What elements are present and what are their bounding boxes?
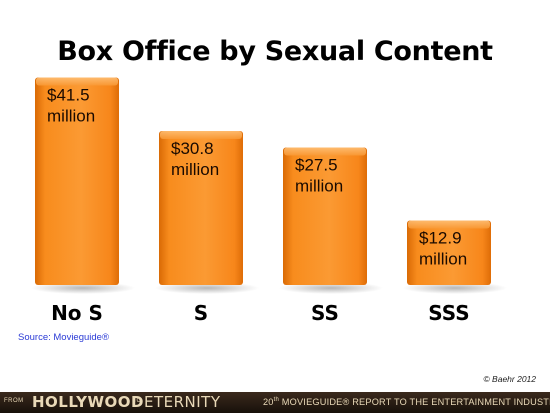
bar-3 <box>278 147 384 294</box>
bar-value-label: $12.9 million <box>419 229 467 269</box>
copyright-note: © Baehr 2012 <box>483 374 536 384</box>
footer-eternity: ETERNITY <box>144 393 221 411</box>
footer-to: TO <box>133 398 142 404</box>
bar-front <box>283 147 367 285</box>
category-label: SS <box>311 301 339 325</box>
footer-hollywood: HOLLYWOOD <box>32 393 144 411</box>
footer-report-text: MOVIEGUIDE® REPORT TO THE ENTERTAINMENT … <box>279 397 550 408</box>
bar-2 <box>154 131 260 294</box>
chart-title: Box Office by Sexual Content <box>57 36 493 67</box>
footer-report-ordinal: th <box>273 397 280 403</box>
category-label: SSS <box>428 301 469 325</box>
footer-from: FROM <box>4 398 24 404</box>
bar-top <box>36 77 118 86</box>
category-label: No S <box>51 301 103 325</box>
bar-front <box>35 77 119 285</box>
bar-value-label: $30.8 million <box>171 139 219 179</box>
bar-1 <box>30 77 136 294</box>
bar-front <box>159 131 243 285</box>
bar-value-label: $41.5 million <box>47 86 95 126</box>
footer-banner: FROM HOLLYWOOD TO ETERNITY 20th MOVIEGUI… <box>0 392 550 413</box>
bar-top <box>160 131 242 139</box>
bar-front <box>407 220 491 285</box>
bar-top <box>284 147 366 156</box>
bar-top <box>408 220 490 229</box>
footer-report-number: 20 <box>263 397 274 408</box>
bar-chart: $41.5 million $30.8 million $27.5 million $12.… <box>30 77 508 325</box>
footer-report: 20th MOVIEGUIDE® REPORT TO THE ENTERTAIN… <box>263 397 550 407</box>
bar-value-label: $27.5 million <box>295 156 343 196</box>
bar-4 <box>402 220 508 294</box>
category-label: S <box>194 301 208 325</box>
source-note: Source: Movieguide® <box>18 332 109 343</box>
